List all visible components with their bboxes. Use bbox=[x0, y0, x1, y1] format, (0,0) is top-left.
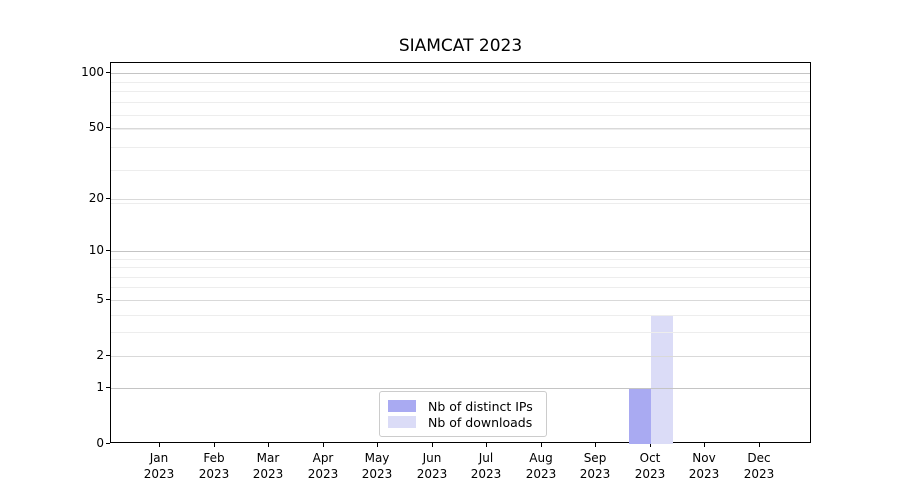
y-tick-mark bbox=[106, 250, 110, 251]
gridline-minor bbox=[111, 287, 810, 288]
x-tick-label-jan: Jan 2023 bbox=[143, 451, 175, 481]
y-tick-label-10: 10 bbox=[88, 243, 104, 257]
gridline-minor bbox=[111, 147, 810, 148]
y-tick-label-5: 5 bbox=[96, 292, 104, 306]
gridline-minor bbox=[111, 259, 810, 260]
x-tick-mark bbox=[432, 443, 433, 447]
gridline-major bbox=[111, 128, 810, 129]
x-tick-label-jun: Jun 2023 bbox=[416, 451, 448, 481]
legend-swatch-distinct-ips bbox=[388, 400, 416, 412]
gridline-minor bbox=[111, 277, 810, 278]
x-tick-mark bbox=[214, 443, 215, 447]
gridline-minor bbox=[111, 102, 810, 103]
bar-nb-of-distinct-ips-oct bbox=[629, 388, 651, 444]
gridline-major bbox=[111, 199, 810, 200]
gridline-minor bbox=[111, 115, 810, 116]
x-tick-label-apr: Apr 2023 bbox=[307, 451, 339, 481]
legend-label-downloads: Nb of downloads bbox=[428, 414, 533, 430]
y-tick-label-50: 50 bbox=[88, 120, 104, 134]
y-tick-label-2: 2 bbox=[96, 348, 104, 362]
plot-area bbox=[110, 62, 811, 444]
x-tick-label-oct: Oct 2023 bbox=[634, 451, 666, 481]
y-tick-mark bbox=[106, 387, 110, 388]
legend-swatch-downloads bbox=[388, 416, 416, 428]
y-tick-mark bbox=[106, 127, 110, 128]
gridline-minor bbox=[111, 203, 810, 204]
gridline-major bbox=[111, 388, 810, 389]
x-tick-mark bbox=[159, 443, 160, 447]
x-tick-label-jul: Jul 2023 bbox=[470, 451, 502, 481]
gridline-major bbox=[111, 356, 810, 357]
x-tick-label-aug: Aug 2023 bbox=[525, 451, 557, 481]
legend-item-downloads: Nb of downloads bbox=[388, 414, 538, 430]
chart-title: SIAMCAT 2023 bbox=[398, 36, 523, 56]
x-tick-label-sep: Sep 2023 bbox=[579, 451, 611, 481]
y-tick-label-100: 100 bbox=[81, 65, 104, 79]
y-tick-label-1: 1 bbox=[96, 380, 104, 394]
x-tick-label-nov: Nov 2023 bbox=[688, 451, 720, 481]
y-tick-label-20: 20 bbox=[88, 191, 104, 205]
x-tick-mark bbox=[268, 443, 269, 447]
x-tick-label-mar: Mar 2023 bbox=[252, 451, 284, 481]
x-tick-mark bbox=[759, 443, 760, 447]
gridline-minor bbox=[111, 170, 810, 171]
legend-item-distinct-ips: Nb of distinct IPs bbox=[388, 398, 538, 414]
y-tick-mark bbox=[106, 198, 110, 199]
y-tick-mark bbox=[106, 72, 110, 73]
bar-nb-of-downloads-oct bbox=[651, 315, 673, 444]
x-tick-label-may: May 2023 bbox=[361, 451, 393, 481]
gridline-minor bbox=[111, 267, 810, 268]
gridline-major bbox=[111, 300, 810, 301]
x-tick-mark bbox=[595, 443, 596, 447]
x-tick-mark bbox=[704, 443, 705, 447]
x-tick-mark bbox=[650, 443, 651, 447]
x-tick-label-dec: Dec 2023 bbox=[743, 451, 775, 481]
y-tick-mark bbox=[106, 355, 110, 356]
gridline-major bbox=[111, 73, 810, 74]
y-tick-mark bbox=[106, 443, 110, 444]
y-tick-label-0: 0 bbox=[96, 436, 104, 450]
legend: Nb of distinct IPs Nb of downloads bbox=[379, 391, 547, 437]
gridline-minor bbox=[111, 129, 810, 130]
x-tick-mark bbox=[486, 443, 487, 447]
gridline-minor bbox=[111, 315, 810, 316]
gridline-minor bbox=[111, 332, 810, 333]
gridline-minor bbox=[111, 91, 810, 92]
x-tick-mark bbox=[377, 443, 378, 447]
y-tick-mark bbox=[106, 299, 110, 300]
gridline-major bbox=[111, 251, 810, 252]
x-tick-label-feb: Feb 2023 bbox=[198, 451, 230, 481]
legend-label-distinct-ips: Nb of distinct IPs bbox=[428, 398, 533, 414]
x-tick-mark bbox=[541, 443, 542, 447]
gridline-minor bbox=[111, 82, 810, 83]
x-tick-mark bbox=[323, 443, 324, 447]
